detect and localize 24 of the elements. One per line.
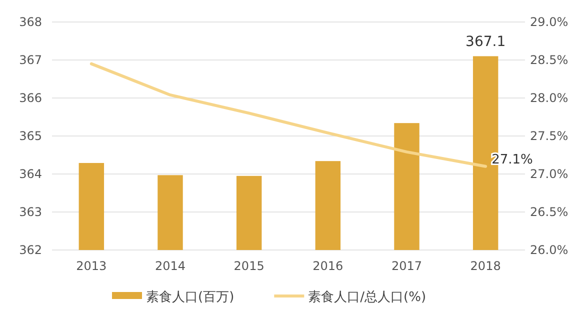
x-tick-label: 2013 [76, 259, 107, 273]
x-tick-label: 2017 [391, 259, 422, 273]
x-tick-label: 2015 [234, 259, 264, 273]
y2-tick-label: 29.0% [530, 15, 568, 29]
y2-tick-label: 26.0% [530, 243, 568, 257]
y-tick-label: 368 [19, 15, 42, 29]
x-tick-label: 2016 [312, 259, 344, 273]
y-tick-label: 364 [19, 167, 42, 181]
y2-tick-label: 28.5% [530, 53, 568, 67]
x-tick-label: 2018 [470, 259, 501, 273]
y-tick-label: 367 [19, 53, 42, 67]
y2-tick-label: 27.5% [530, 129, 568, 143]
line-series [90, 62, 488, 168]
data-label: 367.1 [466, 34, 506, 50]
legend-label: 素食人口/总人口(%) [308, 290, 426, 305]
x-tick-label: 2014 [154, 259, 186, 273]
y2-tick-label: 27.0% [530, 167, 568, 181]
y2-tick-label: 26.5% [530, 205, 568, 219]
legend-label: 素食人口(百万) [146, 290, 234, 305]
y-tick-label: 362 [19, 243, 42, 257]
y-tick-label: 365 [19, 129, 42, 143]
y2-tick-label: 28.0% [530, 91, 568, 105]
y-tick-label: 366 [19, 91, 42, 105]
y-tick-label: 363 [19, 205, 42, 219]
